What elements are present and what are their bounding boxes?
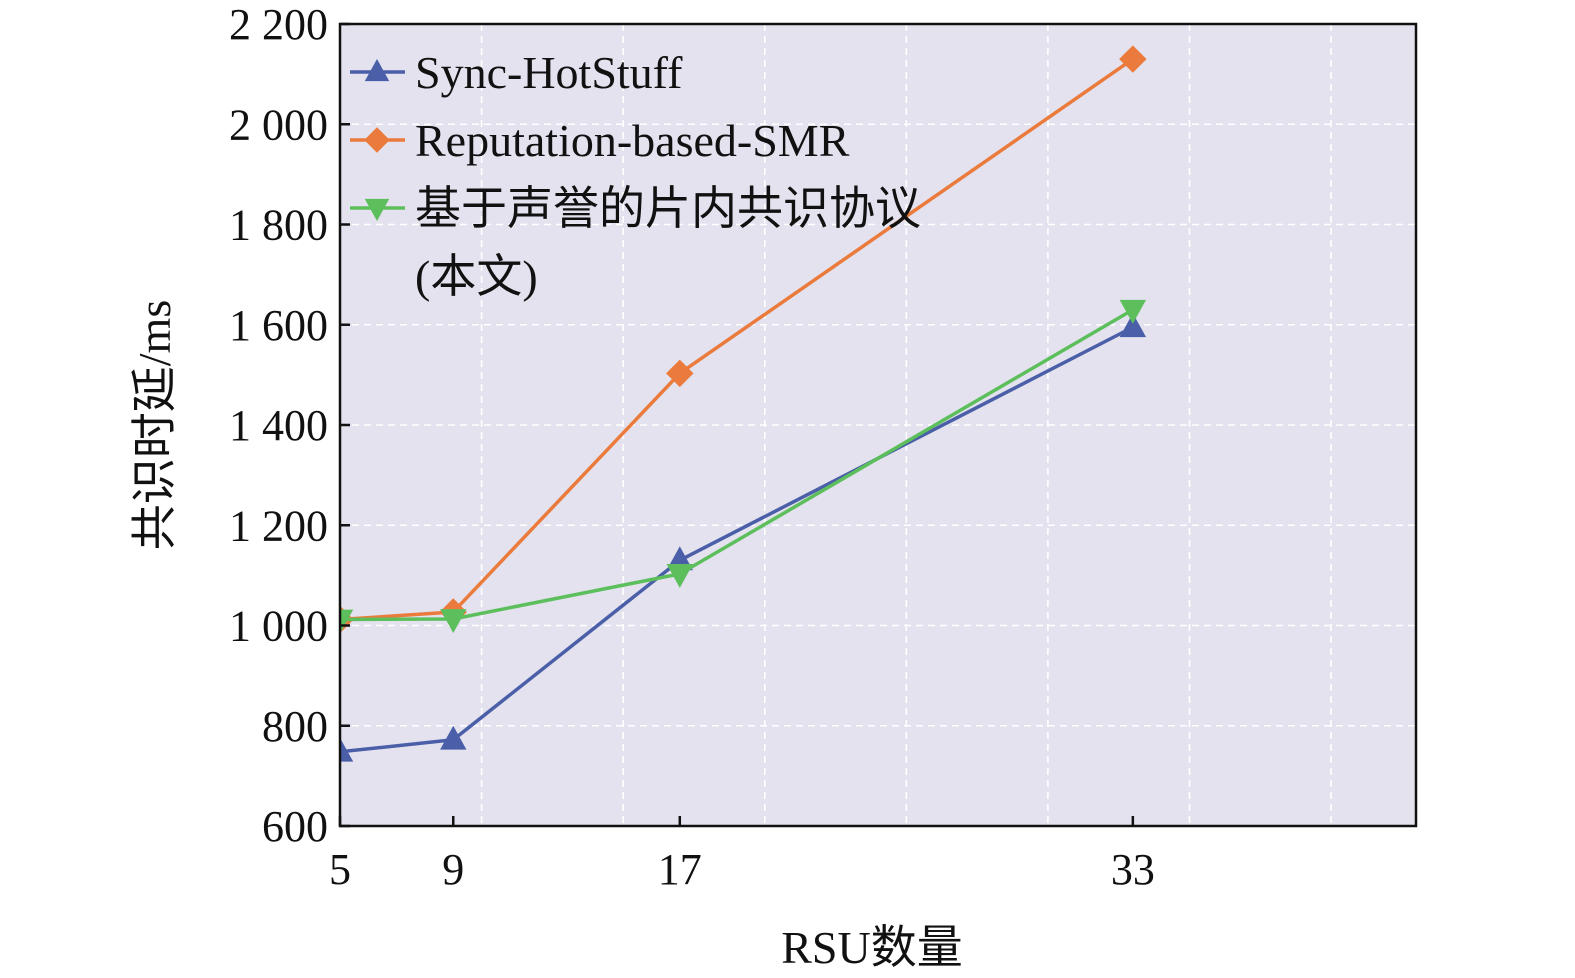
series-marker: [440, 609, 467, 634]
y-axis: 600 800 1 000 1 200 1 400 1 600 1 800 2 000 2 20…: [229, 0, 350, 851]
x-axis-label: RSU数量: [781, 922, 962, 973]
series-marker: [340, 609, 354, 634]
series-marker: [1119, 299, 1147, 324]
x-axis: 5 9 17 33: [329, 816, 1155, 894]
y-axis-label: 共识时延/ms: [129, 300, 180, 550]
y-tick-label: 1 600: [229, 301, 328, 350]
x-tick-label: 17: [658, 845, 702, 894]
legend-item-1: Sync-HotStuff: [350, 47, 683, 98]
x-tick-label: 9: [442, 845, 464, 894]
y-tick-label: 1 000: [229, 602, 328, 651]
series-marker: [1119, 45, 1147, 73]
series-marker: [364, 198, 390, 222]
y-tick-label: 2 200: [229, 0, 328, 49]
legend-label: 基于声誉的片内共识协议: [415, 183, 921, 234]
y-tick-label: 2 000: [229, 100, 328, 149]
series-marker: [1119, 313, 1147, 338]
y-tick-label: 800: [262, 702, 328, 751]
series-line: [340, 57, 1134, 622]
series-marker: [364, 58, 390, 82]
y-tick-label: 600: [262, 802, 328, 851]
legend-label-line2: (本文): [415, 251, 538, 302]
y-tick-label: 1 800: [229, 201, 328, 250]
series-marker: [440, 725, 467, 750]
y-tick-label: 1 400: [229, 401, 328, 450]
legend-item-3: 基于声誉的片内共识协议 (本文): [350, 183, 921, 302]
plot-background: [340, 24, 1416, 826]
series-marker: [340, 737, 354, 762]
series-line: [340, 308, 1134, 622]
legend: Sync-HotStuff Reputation-based-SMR 基于声誉的片内…: [350, 47, 921, 302]
series-layer: [340, 45, 1147, 762]
x-tick-label: 5: [329, 845, 351, 894]
legend-label: Reputation-based-SMR: [415, 115, 850, 166]
x-tick-label: 33: [1111, 845, 1155, 894]
series-3: [340, 299, 1147, 634]
legend-label: Sync-HotStuff: [415, 47, 683, 98]
series-marker: [666, 564, 693, 588]
legend-item-2: Reputation-based-SMR: [350, 115, 850, 166]
series-marker: [666, 359, 694, 388]
y-tick-label: 1 200: [229, 501, 328, 550]
series-marker: [364, 127, 390, 153]
